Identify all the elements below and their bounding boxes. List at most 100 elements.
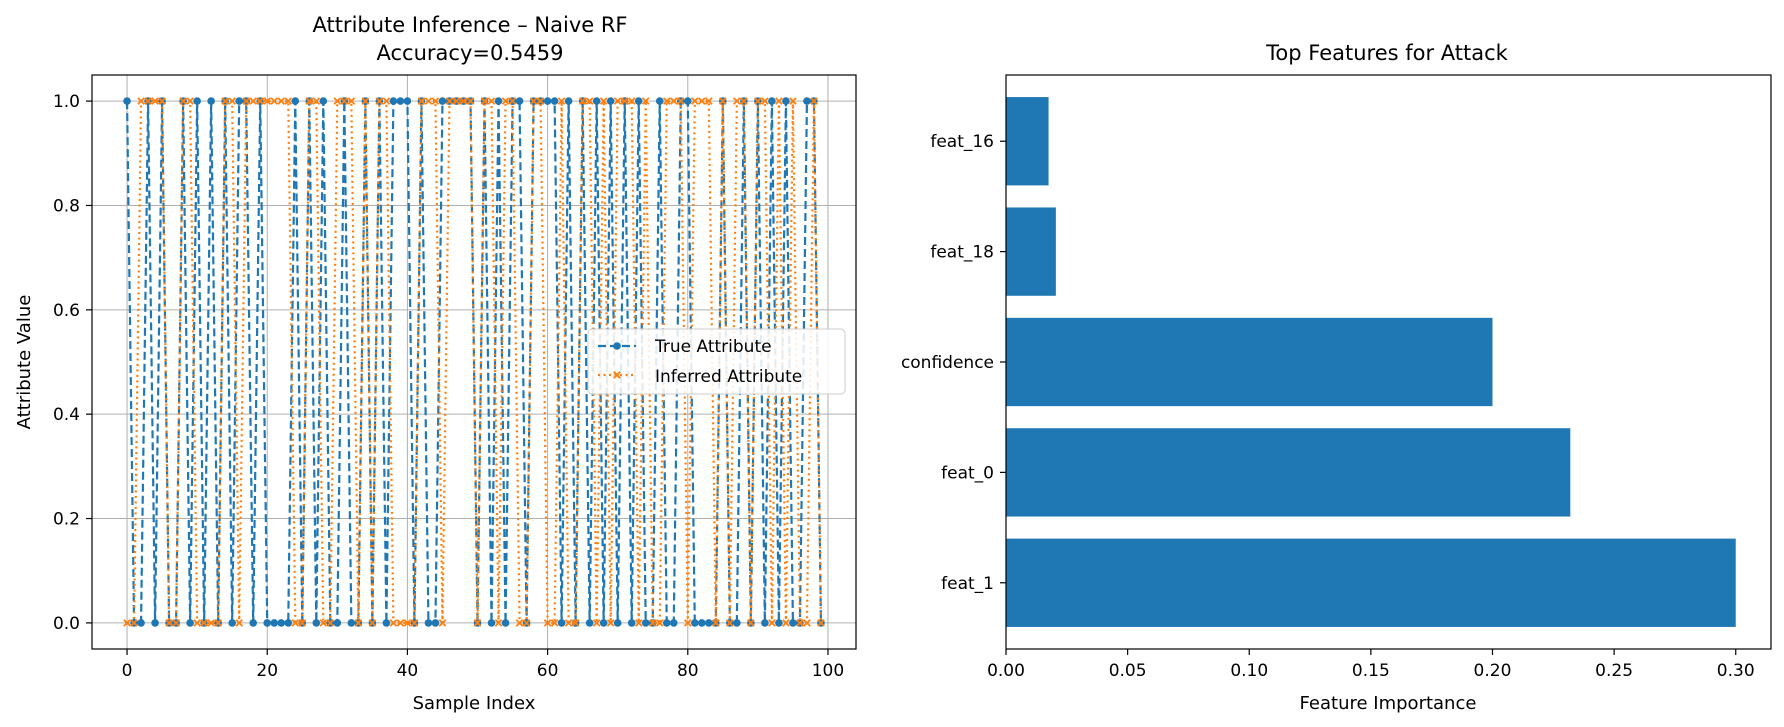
point-true: [312, 619, 321, 627]
point-true: [775, 619, 783, 627]
legend-inferred-label: Inferred Attribute: [655, 367, 802, 387]
point-inferred: [417, 97, 426, 105]
point-inferred: [599, 97, 608, 105]
point-inferred: [522, 619, 531, 627]
point-inferred: [375, 97, 384, 105]
point-inferred: [704, 97, 713, 105]
point-true: [768, 97, 776, 105]
point-inferred: [165, 619, 173, 627]
point-true: [697, 619, 706, 627]
right-x-axis-label: Feature Importance: [1300, 693, 1477, 714]
point-true: [249, 619, 258, 627]
point-inferred: [431, 97, 440, 105]
legend: True Attribute Inferred Attribute: [587, 328, 846, 395]
left-x-tick-label: 40: [397, 661, 419, 681]
point-true: [291, 97, 300, 105]
point-true: [669, 619, 678, 627]
point-true: [662, 619, 671, 627]
point-inferred: [263, 97, 272, 105]
point-inferred: [761, 97, 769, 105]
point-inferred: [291, 619, 300, 627]
right-x-tick-label: 0.05: [1109, 661, 1147, 681]
point-inferred: [648, 619, 657, 627]
point-inferred: [515, 619, 524, 627]
point-true: [599, 619, 608, 627]
point-inferred: [606, 619, 615, 627]
bar-confidence: [1006, 317, 1493, 407]
point-inferred: [494, 619, 503, 627]
point-inferred: [571, 619, 580, 627]
left-y-axis-label: Attribute Value: [14, 295, 35, 430]
point-true: [284, 619, 293, 627]
point-inferred: [557, 97, 566, 105]
point-inferred: [137, 97, 145, 105]
point-true: [389, 97, 398, 105]
point-true: [627, 619, 636, 627]
point-inferred: [235, 619, 244, 627]
point-inferred: [473, 619, 482, 627]
point-true: [438, 97, 447, 105]
right-y-tick-label: feat_0: [941, 463, 994, 483]
point-true: [487, 619, 496, 627]
point-true: [396, 97, 405, 105]
right-y-tick-label: feat_1: [941, 574, 994, 594]
point-true: [333, 619, 342, 627]
point-inferred: [725, 619, 734, 627]
left-y-tick-label: 0.6: [53, 301, 80, 321]
legend-box: [587, 328, 846, 395]
point-inferred: [775, 97, 783, 105]
point-inferred: [123, 619, 131, 627]
left-y-tick-label: 0.8: [53, 196, 80, 216]
point-inferred: [810, 97, 818, 105]
left-x-axis-label: Sample Index: [413, 693, 536, 714]
point-inferred: [487, 97, 496, 105]
point-true: [683, 97, 692, 105]
point-true: [733, 619, 741, 627]
point-inferred: [543, 619, 552, 627]
point-inferred: [340, 97, 349, 105]
point-inferred: [662, 97, 671, 105]
point-inferred: [298, 619, 307, 627]
left-x-tick-label: 60: [537, 661, 559, 681]
point-inferred: [389, 619, 398, 627]
point-inferred: [179, 97, 187, 105]
point-inferred: [130, 619, 138, 627]
point-inferred: [242, 97, 251, 105]
point-inferred: [172, 619, 180, 627]
left-ticks: 0 20 40 60 80 100 0.0 0.2 0.4 0.6 0.8 1.0: [53, 92, 844, 681]
point-true: [277, 619, 286, 627]
bar-feat-0: [1006, 428, 1571, 517]
point-inferred: [578, 97, 587, 105]
point-true: [270, 619, 279, 627]
right-chart-title: Top Features for Attack: [1265, 41, 1509, 65]
left-chart-title: Attribute Inference – Naive RF: [312, 13, 627, 37]
point-inferred: [186, 97, 194, 105]
point-inferred: [200, 619, 208, 627]
point-inferred: [277, 97, 286, 105]
point-inferred: [214, 619, 223, 627]
right-bars: [1006, 97, 1736, 627]
point-true: [606, 97, 615, 105]
point-inferred: [354, 619, 363, 627]
point-true: [515, 97, 524, 105]
left-x-tick-label: 80: [677, 661, 699, 681]
point-inferred: [333, 97, 342, 105]
point-inferred: [480, 97, 489, 105]
point-inferred: [319, 619, 328, 627]
point-inferred: [403, 619, 412, 627]
left-series: [123, 97, 825, 627]
point-inferred: [452, 97, 461, 105]
point-true: [347, 619, 356, 627]
right-x-tick-label: 0.15: [1352, 661, 1390, 681]
point-inferred: [501, 97, 510, 105]
right-y-tick-label: feat_16: [930, 132, 994, 152]
point-true: [228, 619, 236, 627]
point-true: [137, 619, 145, 627]
point-inferred: [789, 97, 797, 105]
point-inferred: [634, 619, 643, 627]
legend-true-label: True Attribute: [654, 337, 772, 357]
point-inferred: [396, 619, 405, 627]
left-y-tick-label: 0.2: [53, 510, 80, 530]
bar-feat-1: [1006, 538, 1736, 627]
